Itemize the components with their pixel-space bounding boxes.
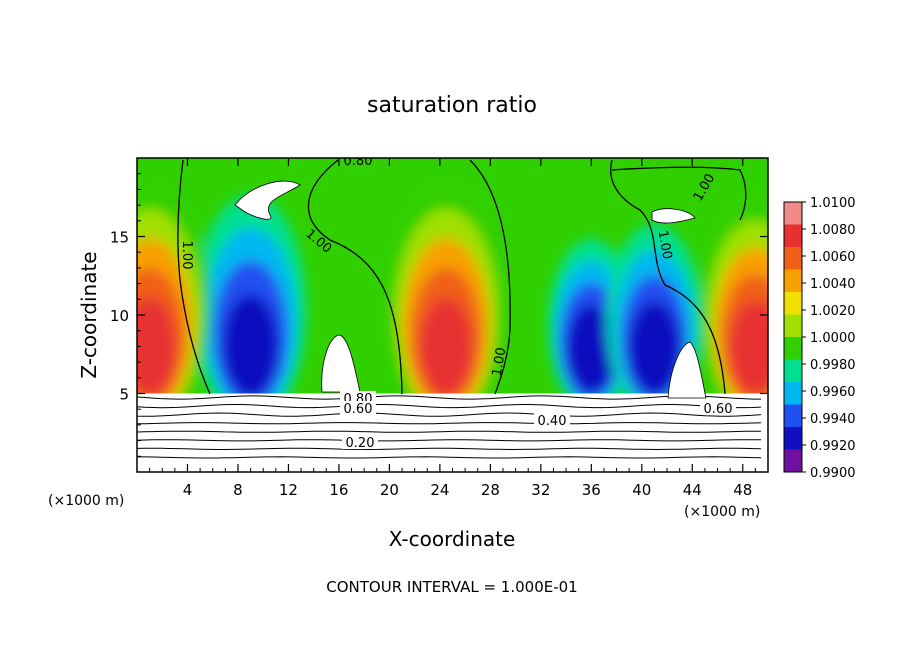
colorbar-swatch-11 (784, 449, 802, 473)
colorbar-swatch-6 (784, 337, 802, 360)
colorbar-label-1: 1.0080 (810, 223, 856, 238)
field-blob-3-3 (567, 304, 616, 394)
field-blob-4-3 (629, 301, 680, 395)
contour-label-bg-7 (340, 401, 376, 415)
field-blob-2-4 (419, 297, 473, 396)
colorbar: 1.0100 1.0080 1.0060 1.0040 1.0020 1.0000 0.99… (783, 196, 856, 481)
field-blob-5-4 (729, 300, 768, 395)
colorbar-label-8: 0.9940 (810, 412, 856, 427)
field-blob-1-4 (137, 297, 177, 396)
colorbar-label-6: 0.9980 (810, 358, 856, 373)
x-tick-label-9: 40 (632, 481, 651, 499)
contour-label-bg-8 (534, 413, 570, 427)
tower-0 (321, 334, 361, 393)
y-tick-label-1: 10 (110, 307, 129, 325)
colorbar-swatch-1 (784, 224, 802, 248)
dry-contour-line-4 (137, 430, 761, 433)
x-unit-label-left: (×1000 m) (48, 493, 124, 509)
x-tick-label-5: 24 (430, 481, 449, 499)
x-tick-label-8: 36 (582, 481, 601, 499)
colorbar-label-2: 1.0060 (810, 250, 856, 265)
x-tick-label-10: 44 (683, 481, 702, 499)
x-axis: 4 8 12 16 20 24 28 32 36 40 44 48 (149, 158, 756, 499)
dry-contour-line-1 (137, 404, 762, 409)
dry-contour-line-6 (137, 447, 762, 451)
colorbar-label-0: 1.0100 (810, 196, 856, 211)
colorbar-swatch-0 (784, 202, 802, 225)
dry-contour-line-7 (137, 456, 762, 459)
x-tick-label-6: 28 (481, 481, 500, 499)
cloud-patch-1 (651, 208, 696, 224)
dry-layer (137, 393, 768, 472)
x-tick-label-11: 48 (733, 481, 752, 499)
x-tick-label-0: 4 (183, 481, 193, 499)
contour-label-4: 1.00 (655, 229, 675, 260)
contour-label-1: 1.00 (179, 241, 194, 270)
contour-label-bg-10 (342, 435, 378, 449)
colorbar-label-4: 1.0020 (810, 304, 856, 319)
dry-contour-line-0 (137, 395, 761, 400)
colorbar-swatch-2 (784, 247, 802, 270)
saturation-field: 0.801.00 1.001.001.001.000.800.600.400.60… (137, 154, 768, 472)
colorbar-label-7: 0.9960 (810, 385, 856, 400)
contour-1-00-4 (611, 166, 747, 221)
colorbar-swatch-7 (784, 359, 802, 383)
contour-label-8: 0.40 (538, 414, 567, 429)
colorbar-swatch-4 (784, 292, 802, 315)
colorbar-swatch-9 (784, 404, 802, 428)
contour-label-3: 1.00 (490, 346, 510, 377)
colorbar-swatch-8 (784, 382, 802, 405)
colorbar-label-5: 1.0000 (810, 331, 856, 346)
contour-1-00-0 (177, 159, 211, 395)
field-blob-0-3 (223, 293, 279, 397)
colorbar-swatch-5 (784, 314, 802, 338)
contour-1-00-1 (307, 159, 403, 395)
x-axis-label: X-coordinate (389, 527, 516, 551)
x-tick-label-2: 12 (279, 481, 298, 499)
colorbar-label-9: 0.9920 (810, 439, 856, 454)
colorbar-swatch-3 (784, 269, 802, 293)
contour-label-bg-9 (700, 401, 736, 415)
y-axis: 5 10 15 (110, 173, 768, 457)
tower-1 (667, 341, 707, 399)
dry-contour-line-2 (137, 412, 762, 417)
x-tick-label-3: 16 (329, 481, 348, 499)
colorbar-label-10: 0.9900 (810, 466, 856, 481)
y-axis-label: Z-coordinate (77, 251, 101, 378)
y-tick-label-2: 15 (110, 229, 129, 247)
contour-label-7: 0.60 (344, 402, 373, 417)
x-unit-label-right: (×1000 m) (684, 504, 760, 520)
dry-contour-line-3 (137, 422, 762, 425)
chart-title: saturation ratio (367, 93, 537, 118)
dry-contour-line-5 (137, 439, 762, 442)
cloud-patch-0 (234, 180, 301, 220)
x-tick-label-7: 32 (531, 481, 550, 499)
contour-label-0: 0.80 (344, 154, 373, 169)
contour-1-00-2 (469, 159, 511, 395)
colorbar-label-3: 1.0040 (810, 277, 856, 292)
contour-label-9: 0.60 (704, 402, 733, 417)
contour-1-00-3 (610, 159, 726, 395)
x-tick-label-4: 20 (380, 481, 399, 499)
colorbar-swatch-10 (784, 427, 802, 450)
y-tick-label-0: 5 (119, 386, 129, 404)
x-tick-label-1: 8 (233, 481, 243, 499)
contour-label-10: 0.20 (346, 436, 375, 451)
contour-interval-note: CONTOUR INTERVAL = 1.000E-01 (326, 578, 577, 596)
